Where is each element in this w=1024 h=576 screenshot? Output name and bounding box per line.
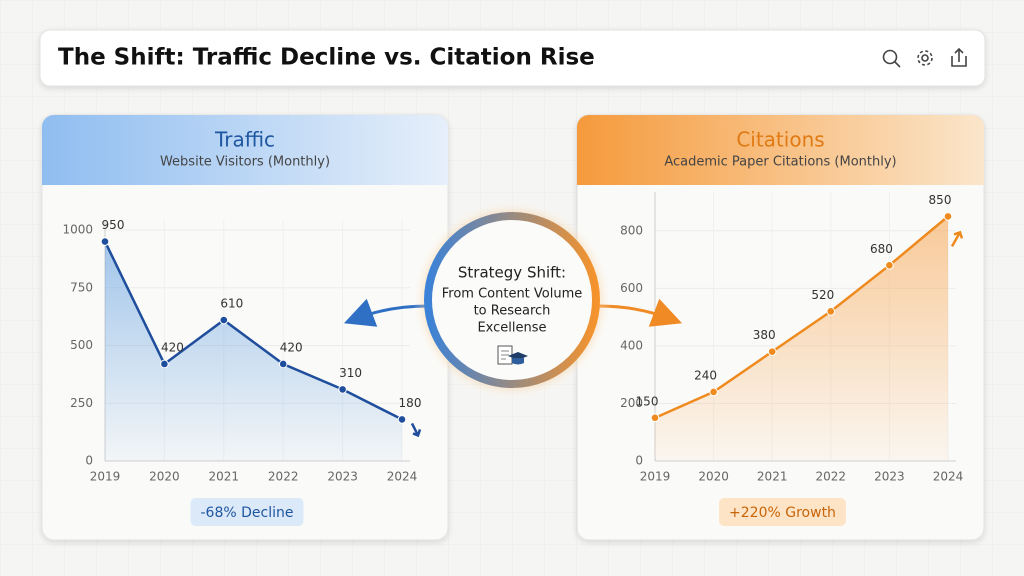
point — [943, 212, 953, 221]
x-tick-label: 2019 — [90, 470, 121, 484]
badge — [190, 498, 304, 526]
trend-arrow — [410, 422, 422, 438]
point — [278, 359, 288, 369]
data-label: 680 — [870, 242, 893, 256]
x-tick-label: 2023 — [327, 470, 358, 484]
chart-title: Citations — [736, 128, 824, 152]
y-tick-label: 500 — [70, 338, 93, 352]
center-heading: Strategy Shift: — [458, 264, 566, 282]
data-label: 150 — [636, 394, 659, 408]
charts: Traffic Website Visitors (Monthly) 0 250 500… — [62, 128, 964, 526]
x-tick-label: 2021 — [209, 470, 240, 484]
trend-arrow — [950, 230, 964, 248]
point — [826, 307, 836, 316]
data-label: 380 — [753, 328, 776, 342]
x-tick-label: 2021 — [757, 470, 788, 484]
data-label: 240 — [694, 368, 717, 382]
toolbar — [882, 47, 967, 68]
point — [397, 415, 407, 424]
badge — [719, 498, 846, 526]
header-bar — [39, 29, 986, 87]
y-tick-label: 800 — [620, 223, 643, 237]
point — [100, 237, 110, 246]
y-tick-label: 600 — [620, 281, 643, 295]
x-tick-label: 2020 — [149, 470, 180, 484]
point — [885, 261, 894, 270]
line — [103, 241, 403, 421]
badge-label: -68% Decline — [201, 505, 294, 521]
chart-subtitle: Website Visitors (Monthly) — [160, 155, 330, 170]
y-tick-label: 400 — [620, 338, 643, 352]
strategy-circle: Strategy Shift: From Content Volume to R… — [412, 200, 612, 400]
data-label: 180 — [399, 396, 422, 410]
share-button[interactable] — [951, 47, 967, 67]
y-tick-label: 1000 — [62, 223, 93, 237]
x-tick-label: 2024 — [387, 470, 418, 484]
data-label: 850 — [929, 193, 952, 207]
x-tick-label: 2022 — [816, 470, 847, 484]
data-label: 420 — [280, 340, 303, 354]
x-tick-label: 2019 — [640, 470, 671, 484]
data-label: 610 — [220, 297, 243, 311]
x-tick-label: 2022 — [268, 470, 299, 484]
point — [338, 385, 347, 394]
chart-subtitle: Academic Paper Citations (Monthly) — [664, 155, 896, 170]
page-title: The Shift: Traffic Decline vs. Citation … — [58, 45, 595, 71]
y-tick-label: 750 — [70, 280, 93, 294]
point — [160, 359, 169, 369]
center-line: Excellense — [477, 321, 546, 336]
center-line: to Research — [474, 304, 551, 319]
point — [650, 413, 660, 423]
area — [105, 241, 402, 461]
search-button[interactable] — [882, 49, 901, 68]
data-label: 520 — [811, 288, 834, 302]
y-tick-label: 250 — [70, 396, 93, 410]
data-label: 420 — [161, 340, 184, 354]
x-tick-label: 2023 — [874, 470, 905, 484]
y-tick-label: 0 — [85, 454, 93, 468]
data-label: 310 — [339, 366, 362, 380]
research-icon — [497, 345, 528, 365]
chart-title: Traffic — [214, 128, 275, 152]
data-label: 950 — [102, 218, 125, 232]
point — [219, 315, 229, 325]
x-tick-label: 2020 — [698, 470, 729, 484]
y-tick-label: 0 — [635, 454, 643, 468]
center-line: From Content Volume — [442, 287, 583, 302]
point — [709, 387, 718, 397]
point — [767, 347, 777, 356]
line — [654, 215, 949, 419]
badge-label: +220% Growth — [729, 505, 836, 521]
settings-button[interactable] — [917, 50, 933, 66]
y-tick-label: 200 — [620, 396, 643, 410]
x-tick-label: 2024 — [933, 470, 964, 484]
